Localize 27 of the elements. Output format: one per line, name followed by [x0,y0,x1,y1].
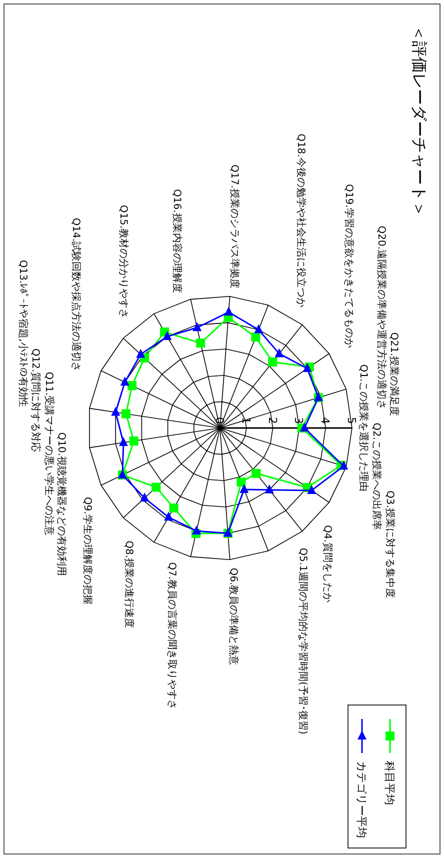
text: 科目平均 [383,761,396,805]
spoke-label: Q7.教員の言葉の聞き取りやすさ [166,562,178,710]
y-tick-label: 2 [266,417,279,424]
chart-title: ＜評価レーダーチャート＞ [410,25,429,217]
spoke-label: Q14.試験回数や採点方法の適切さ [70,218,82,372]
spoke-label: Q3.授業に対する集中度 [384,490,396,598]
spoke-label: Q8.授業の進行速度 [123,540,136,628]
spoke-label: Q15.教材の分かりやすさ [118,204,130,319]
spoke-label: Q5.1週間の平均的な学習時間(予習･復習) [297,548,310,734]
y-tick-label: 5 [345,417,358,424]
spoke-label: Q1.この授業を選択した理由 [358,364,370,492]
spoke-label: Q16.授業内容の理解度 [170,189,183,293]
spoke-label: Q11.受講マナーの悪い学生への注意 [42,372,55,536]
spoke-label: Q17.授業のシラバス準拠度 [228,164,241,288]
spoke-label: Q12.質問に対する対応 [30,348,42,452]
spoke-label: Q10.視聴覚機器などの有効利用 [55,432,68,576]
spoke-label: Q2.この授業への出席率 [370,422,382,530]
spoke-label: Q18.今後の勉学や社会生活に役立つか [294,134,307,308]
spoke-label: Q20.遠隔授業の準備や運営方法の適切さ [375,226,388,410]
spoke-label: Q21.授業の満足度 [388,332,400,416]
spoke-label: Q6.教員の準備と熱意 [228,568,240,666]
spoke-label: Q9.学生の理解度の把握 [81,496,94,604]
spoke-label: Q19.学習の意欲をかきたてるものか [342,184,355,348]
text: カテゴリー平均 [355,761,368,838]
spoke-label: Q13.ﾚﾎﾟｰﾄや宿題,小ﾃｽﾄの有効性 [16,260,29,407]
y-tick-label: 3 [292,417,306,424]
spoke-label: Q4.質問をしたか [322,524,334,602]
